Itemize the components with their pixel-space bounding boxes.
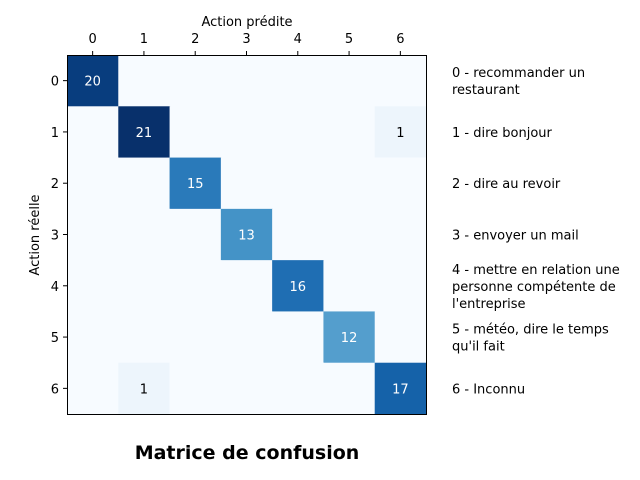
legend-entry-1: 1 - dire bonjour: [452, 126, 553, 141]
heatmap-cell-4-4: [272, 260, 325, 313]
legend-entry-4: 4 - mettre en relation une personne compé…: [452, 263, 620, 312]
cell-value-6-6: 17: [392, 382, 409, 397]
y-tick-label-2: 2: [51, 177, 59, 192]
heatmap-cell-3-4: [272, 208, 325, 261]
cell-value-0-0: 20: [84, 75, 101, 90]
cell-value-4-4: 16: [290, 280, 307, 295]
cell-value-5-5: 12: [341, 331, 358, 346]
heatmap-cell-4-3: [220, 260, 273, 313]
x-tick-label-0: 0: [89, 32, 97, 47]
heatmap-cell-1-3: [220, 106, 273, 159]
heatmap-cell-2-0: [67, 157, 119, 210]
heatmap-cell-2-1: [118, 157, 171, 210]
class-legend: 0 - recommander un restaurant 1 - dire bon…: [452, 66, 620, 397]
x-tick-label-6: 6: [396, 32, 404, 47]
chart-title: Matrice de confusion: [135, 442, 360, 464]
heatmap-cells: 20 21 1 15 13 16 12 1 17: [67, 55, 427, 415]
heatmap-cell-6-2: [169, 362, 222, 415]
heatmap-cell-4-5: [323, 260, 376, 313]
heatmap-cell-0-2: [169, 55, 222, 107]
x-tick-label-3: 3: [242, 32, 250, 47]
heatmap-cell-3-2: [169, 208, 222, 261]
heatmap-cell-2-4: [272, 157, 325, 210]
heatmap-cell-2-5: [323, 157, 376, 210]
y-tick-label-5: 5: [51, 331, 59, 346]
heatmap-cell-5-6: [374, 311, 427, 364]
x-tick-label-4: 4: [294, 32, 302, 47]
heatmap-cell-0-6: [374, 55, 427, 107]
heatmap-cell-5-3: [220, 311, 273, 364]
y-tick-label-0: 0: [51, 75, 59, 90]
heatmap-cell-2-2: [169, 157, 222, 210]
y-tick-label-1: 1: [51, 126, 59, 141]
heatmap-cell-1-4: [272, 106, 325, 159]
heatmap-cell-3-0: [67, 208, 119, 261]
legend-entry-6: 6 - Inconnu: [452, 382, 525, 397]
heatmap-cell-5-1: [118, 311, 171, 364]
x-tick-label-5: 5: [345, 32, 353, 47]
heatmap-cell-0-0: [67, 55, 119, 107]
heatmap-cell-1-5: [323, 106, 376, 159]
heatmap-cell-6-5: [323, 362, 376, 415]
heatmap-cell-0-5: [323, 55, 376, 107]
heatmap-cell-1-1: [118, 106, 171, 159]
cell-value-3-3: 13: [238, 229, 255, 244]
heatmap-cell-6-4: [272, 362, 325, 415]
heatmap-cell-5-0: [67, 311, 119, 364]
heatmap-cell-0-3: [220, 55, 273, 107]
cell-value-6-1: 1: [140, 382, 148, 397]
heatmap-cell-6-1: [118, 362, 171, 415]
y-tick-label-4: 4: [51, 280, 59, 295]
heatmap-cell-2-3: [220, 157, 273, 210]
heatmap-cell-6-3: [220, 362, 273, 415]
legend-entry-3: 3 - envoyer un mail: [452, 229, 579, 244]
heatmap-cell-3-1: [118, 208, 171, 261]
heatmap-cell-3-6: [374, 208, 427, 261]
cell-value-1-1: 21: [136, 126, 153, 141]
heatmap-cell-1-2: [169, 106, 222, 159]
x-tick-label-2: 2: [191, 32, 199, 47]
heatmap-cell-5-4: [272, 311, 325, 364]
y-tick-label-6: 6: [51, 382, 59, 397]
heatmap-cell-4-1: [118, 260, 171, 313]
heatmap-cell-2-6: [374, 157, 427, 210]
y-axis-label: Action réelle: [28, 194, 43, 275]
y-tick-label-3: 3: [51, 229, 59, 244]
legend-entry-2: 2 - dire au revoir: [452, 177, 561, 192]
x-tick-label-1: 1: [140, 32, 148, 47]
heatmap-cell-1-6: [374, 106, 427, 159]
heatmap-cell-4-6: [374, 260, 427, 313]
cell-value-2-2: 15: [187, 177, 204, 192]
legend-entry-5: 5 - météo, dire le temps qu'il fait: [452, 323, 609, 355]
heatmap-cell-5-5: [323, 311, 376, 364]
heatmap-cell-0-4: [272, 55, 325, 107]
plot-frame: [67, 55, 427, 415]
heatmap-cell-5-2: [169, 311, 222, 364]
heatmap-cell-6-6: [374, 362, 427, 415]
heatmap-cell-3-5: [323, 208, 376, 261]
legend-entry-0: 0 - recommander un restaurant: [452, 66, 585, 98]
cell-value-1-6: 1: [396, 126, 404, 141]
heatmap-cell-6-0: [67, 362, 119, 415]
heatmap-cell-4-0: [67, 260, 119, 313]
heatmap-cell-0-1: [118, 55, 171, 107]
heatmap-cell-3-3: [220, 208, 273, 261]
heatmap-cell-1-0: [67, 106, 119, 159]
heatmap-cell-4-2: [169, 260, 222, 313]
x-axis-label: Action prédite: [201, 15, 292, 30]
